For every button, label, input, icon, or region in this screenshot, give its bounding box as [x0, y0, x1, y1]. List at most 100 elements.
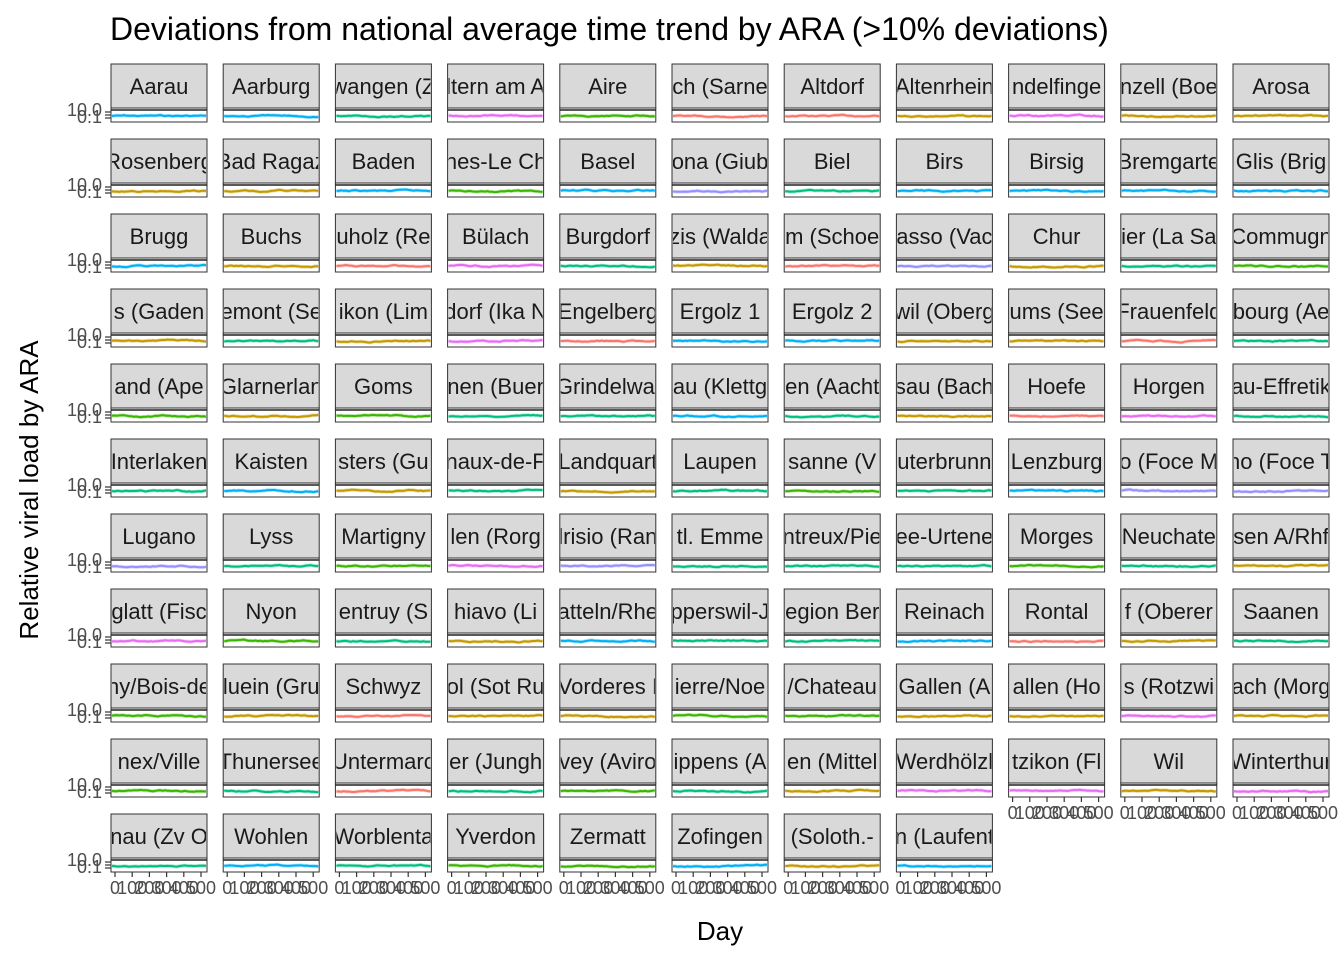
y-tick-label: 10.0	[67, 475, 102, 495]
facet-plot-area	[1232, 482, 1330, 498]
series-line	[785, 864, 880, 869]
facet-plot-area	[1232, 257, 1330, 273]
facet-label: Biel	[814, 149, 851, 174]
facet-plot-area	[671, 857, 769, 873]
facet-label: Aire	[588, 74, 627, 99]
facet-strip	[334, 588, 432, 634]
facet-label: Bad Ragaz	[217, 149, 326, 174]
series-line	[336, 788, 431, 794]
series-line	[448, 189, 543, 194]
x-tick-label: 100	[342, 878, 372, 898]
facet-panel: Aarau 10.00.1	[67, 63, 208, 127]
x-tick-label: 200	[808, 878, 838, 898]
y-tick-label: 0.1	[77, 332, 102, 352]
facet-strip	[895, 813, 993, 859]
facet-panel: Schwyz	[334, 663, 432, 723]
facet-label: ier (La Sa	[1121, 224, 1217, 249]
facet-label: nau (Zv O	[110, 824, 208, 849]
series-line	[1009, 488, 1104, 493]
x-tick-label: 0	[447, 878, 457, 898]
facet-strip	[559, 363, 657, 409]
facet-strip	[222, 813, 320, 859]
facet-panel: sau (Bach	[895, 363, 994, 423]
facet-panel: Glis (Brig	[1232, 138, 1330, 198]
y-tick-label: 0.1	[77, 557, 102, 577]
facet-strip	[334, 663, 432, 709]
facet-label: Altenrhein	[895, 74, 994, 99]
series-line	[1233, 264, 1329, 268]
facet-plot-area	[447, 557, 545, 573]
facet-strip	[559, 513, 657, 559]
facet-label: ltern am A	[446, 74, 545, 99]
facet-label: Hoefe	[1027, 374, 1086, 399]
series-line	[897, 639, 992, 644]
facet-panel: Engelberg	[559, 288, 657, 348]
facet-panel: Lyss	[222, 513, 320, 573]
facet-plot-area	[671, 557, 769, 573]
y-tick-label: 10.0	[67, 700, 102, 720]
facet-panel: ndelfinge	[1008, 63, 1106, 123]
facet-strip	[1008, 438, 1106, 484]
series-line	[448, 789, 543, 794]
series-line	[448, 413, 543, 418]
series-line	[112, 263, 207, 269]
facet-label: vey (Aviro	[559, 749, 656, 774]
facet-label: zis (Walda	[669, 224, 772, 249]
facet-strip	[1232, 138, 1330, 184]
facet-label: f (Oberer	[1125, 599, 1213, 624]
facet-label: Lyss	[249, 524, 293, 549]
facet-strip	[559, 138, 657, 184]
series-line	[448, 113, 543, 118]
facet-strip	[334, 363, 432, 409]
series-line	[1009, 339, 1104, 343]
facet-panel: en (Mittel	[783, 738, 881, 798]
facet-label: ntreux/Pie	[783, 524, 882, 549]
facet-strip	[1232, 363, 1330, 409]
facet-label: s (Rotzwi	[1124, 674, 1214, 699]
series-line	[336, 188, 431, 193]
facet-panel: sen A/Rhf	[1232, 513, 1330, 573]
facet-label: sau (Bach	[895, 374, 994, 399]
facet-panel: Bad Ragaz	[217, 138, 326, 198]
facet-panel: Basel	[559, 138, 657, 198]
facet-plot-area	[783, 857, 881, 873]
facet-label: Buchs	[241, 224, 302, 249]
facet-label: tzikon (Fl	[1012, 749, 1101, 774]
facet-label: pperswil-J	[670, 599, 769, 624]
facet-panel: ippens (A	[671, 738, 769, 798]
facet-strip	[671, 363, 769, 409]
facet-plot-area	[895, 557, 993, 573]
facet-plot-area	[895, 332, 993, 348]
facet-label: o (Foce M	[1119, 449, 1218, 474]
y-tick-label: 0.1	[77, 482, 102, 502]
facet-label: sanne (V	[788, 449, 876, 474]
x-tick-label: 0	[1008, 803, 1018, 823]
series-line	[560, 188, 656, 193]
facet-label: uterbrunn	[897, 449, 991, 474]
facet-plot-area	[1120, 107, 1218, 123]
series-line	[1121, 714, 1216, 718]
facet-panel: naux-de-F	[447, 438, 545, 498]
facet-panel: Laupen	[671, 438, 769, 498]
facet-panel: Aire	[559, 63, 657, 123]
facet-strip	[334, 138, 432, 184]
x-tick-label: 400	[1291, 803, 1321, 823]
facet-panel: Altdorf	[783, 63, 881, 123]
x-tick-label: 400	[618, 878, 648, 898]
series-line	[672, 263, 768, 268]
facet-label: Worblenta	[333, 824, 434, 849]
series-line	[672, 189, 768, 194]
facet-plot-area	[1120, 707, 1218, 723]
x-tick-label: 100	[1015, 803, 1045, 823]
facet-strip	[447, 588, 545, 634]
facet-plot-area	[783, 482, 881, 498]
facet-panel: lrisio (Ran	[559, 513, 657, 573]
x-tick-label: 0	[671, 878, 681, 898]
facet-label: ndelfinge	[1012, 74, 1101, 99]
facet-label: Chur	[1033, 224, 1081, 249]
facet-plot-area	[447, 257, 545, 273]
